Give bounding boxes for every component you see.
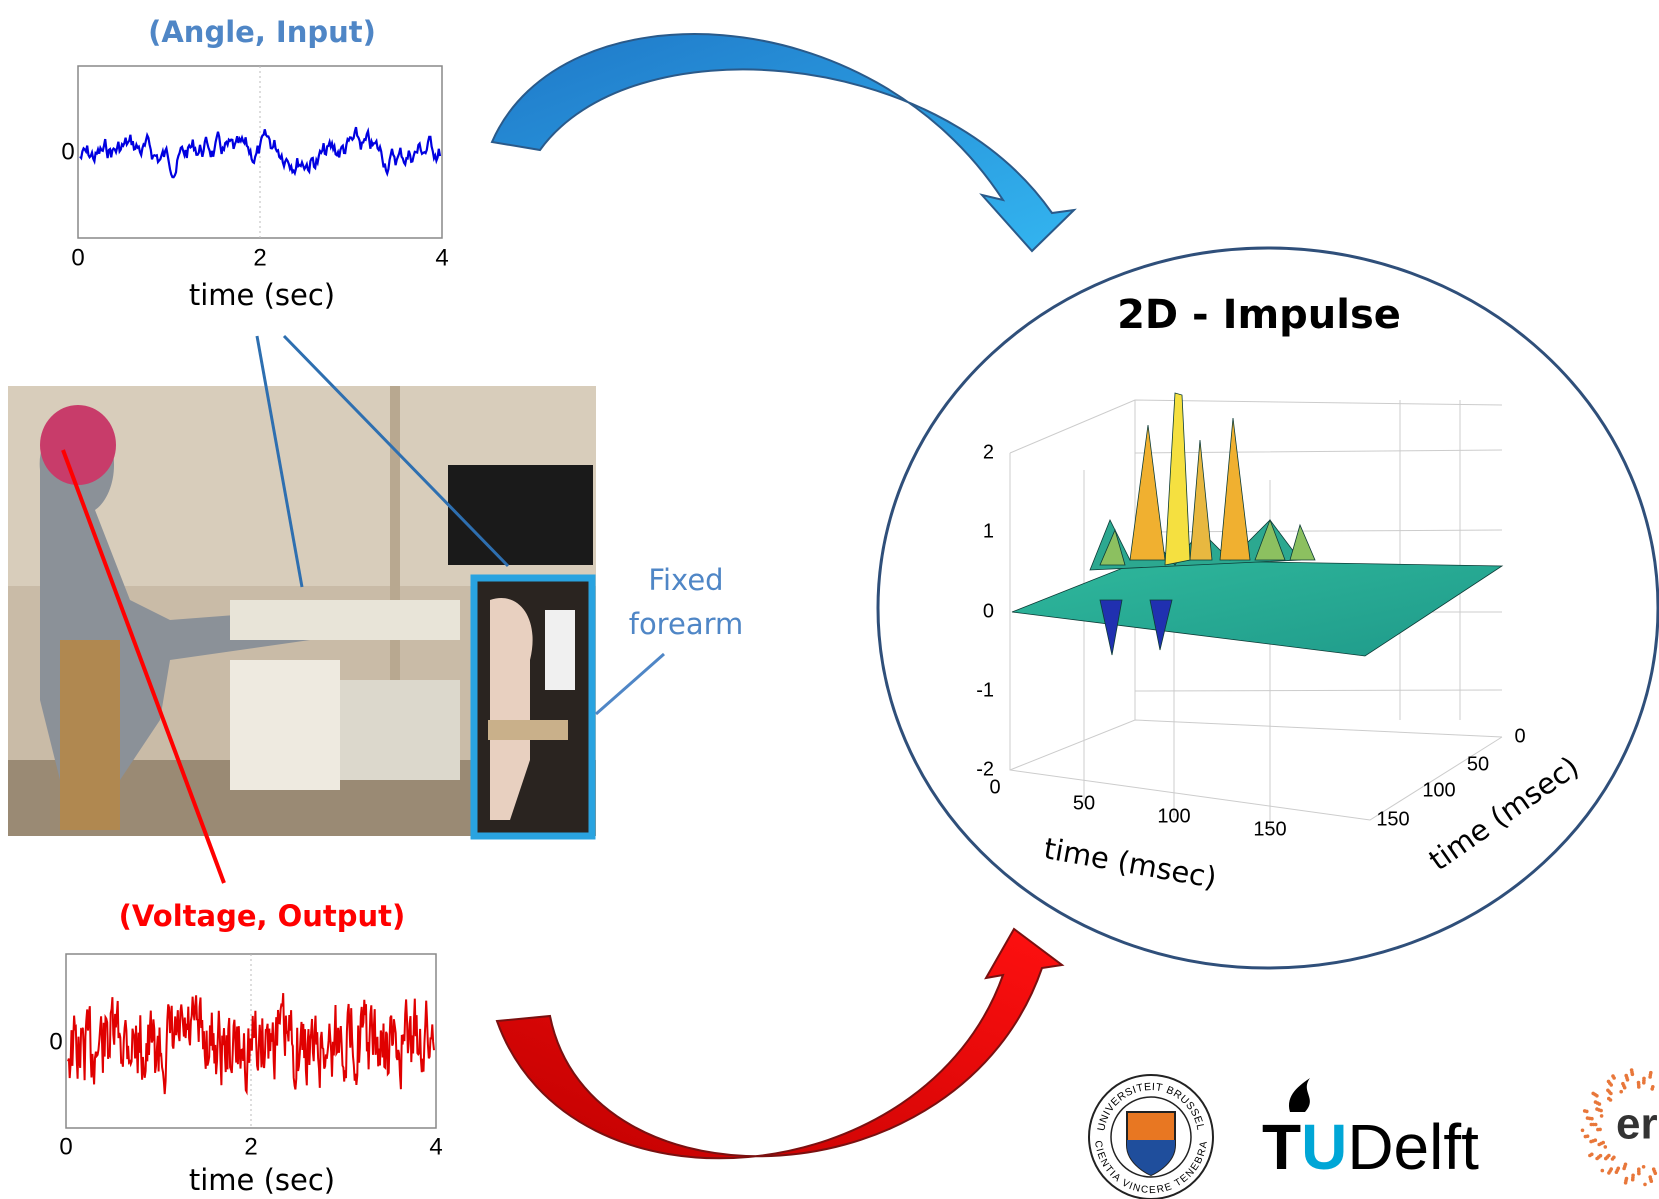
logo-dot xyxy=(1599,1114,1604,1118)
annotation: Fixed xyxy=(648,563,723,597)
logo-dot xyxy=(1609,1091,1613,1096)
signal-trace xyxy=(79,126,442,179)
logo-dot xyxy=(1648,1175,1652,1179)
y-tick-label: 50 xyxy=(1467,753,1489,775)
logo-dot xyxy=(1641,1165,1646,1169)
y-tick-label: 100 xyxy=(1422,779,1455,801)
x-tick-label: 2 xyxy=(244,1133,257,1160)
z-tick-label: 0 xyxy=(983,600,994,622)
impulse-title: 2D - Impulse xyxy=(1117,292,1401,338)
y-tick-label: 0 xyxy=(61,138,74,165)
logo-text: T xyxy=(1262,1111,1301,1183)
pointer-line xyxy=(61,449,226,884)
logo-dot xyxy=(1608,1098,1613,1102)
logo-dot xyxy=(1593,1138,1598,1142)
logo-dot xyxy=(1595,1094,1599,1098)
z-tick-label: -2 xyxy=(976,758,994,780)
logo-dot xyxy=(1607,1153,1611,1158)
logo-dot xyxy=(1619,1089,1623,1094)
pointer-line xyxy=(595,652,665,716)
x-tick-label: 2 xyxy=(253,244,266,271)
x-axis-label: time (sec) xyxy=(189,278,335,312)
logo-dot xyxy=(1650,1087,1654,1091)
surface xyxy=(1011,392,1504,657)
logo-dot xyxy=(1599,1108,1603,1113)
y-tick-label: 0 xyxy=(49,1028,62,1055)
logo-dot xyxy=(1651,1167,1656,1171)
logo-dot xyxy=(1637,1167,1641,1171)
logo-dot xyxy=(1598,1153,1603,1158)
logo-dot xyxy=(1642,1081,1646,1085)
logo-dot xyxy=(1590,1116,1594,1121)
signal-trace xyxy=(67,993,435,1096)
x-tick-label: 4 xyxy=(429,1133,442,1160)
logo-dot xyxy=(1623,1162,1628,1167)
logo-dot xyxy=(1631,1173,1635,1178)
x-tick-label: 0 xyxy=(71,244,84,271)
logo-dot xyxy=(1603,1145,1608,1149)
logo-dot xyxy=(1590,1152,1594,1157)
logo-dot xyxy=(1598,1127,1602,1132)
x-tick-label: 4 xyxy=(435,244,448,271)
input-arrow xyxy=(490,33,1077,253)
setup-photo xyxy=(8,386,596,840)
logo-dot xyxy=(1609,1083,1613,1087)
x-tick-label: 0 xyxy=(59,1133,72,1160)
tudelft-logo: TUDelft xyxy=(1262,1111,1479,1183)
x-axis-label: time (sec) xyxy=(189,1163,335,1197)
logo-dot xyxy=(1630,1072,1635,1077)
logo-dot xyxy=(1609,1167,1613,1171)
output-arrow xyxy=(495,927,1065,1160)
logo-dot xyxy=(1648,1075,1652,1079)
logo-text: Delft xyxy=(1347,1111,1479,1183)
x-tick-label: 100 xyxy=(1157,805,1190,827)
logo-text: U xyxy=(1301,1111,1347,1183)
logo-dot xyxy=(1580,1128,1585,1133)
logo-dot xyxy=(1612,1076,1616,1080)
erc-logo: er xyxy=(1580,1068,1659,1187)
logo-dot xyxy=(1624,1176,1629,1181)
pointer-line xyxy=(282,334,510,568)
logo-dot xyxy=(1643,1182,1647,1187)
z-tick-label: 2 xyxy=(983,441,994,463)
x-tick-label: 150 xyxy=(1253,818,1286,840)
flame xyxy=(1289,1078,1310,1112)
z-tick-label: 1 xyxy=(983,520,994,542)
logo-dot xyxy=(1625,1078,1630,1082)
x-tick-label: 50 xyxy=(1073,792,1095,814)
logo-dot xyxy=(1622,1085,1627,1090)
logo-dot xyxy=(1637,1085,1641,1089)
output-title: (Voltage, Output) xyxy=(119,899,406,933)
logo-dot xyxy=(1593,1122,1598,1127)
logo-dot xyxy=(1597,1102,1602,1106)
logo-dot xyxy=(1600,1168,1605,1173)
z-tick-label: -1 xyxy=(976,679,994,701)
input-title: (Angle, Input) xyxy=(148,15,376,49)
logo-dot xyxy=(1616,1166,1621,1171)
logo-dot xyxy=(1601,1140,1605,1145)
logo-text: er xyxy=(1616,1100,1658,1149)
logo-dot xyxy=(1585,1134,1590,1138)
pointer-line xyxy=(255,335,304,588)
y-tick-label: 150 xyxy=(1376,808,1409,830)
logo-dot xyxy=(1612,1155,1616,1160)
logo-dot xyxy=(1585,1109,1589,1114)
z-ticks: 2 1 0 -1 -2 0 50 100 150 0 50 100 150 xyxy=(976,441,1525,840)
y-tick-label: 0 xyxy=(1514,725,1525,747)
annotation: forearm xyxy=(629,607,744,641)
x-tick-label: 0 xyxy=(989,776,1000,798)
